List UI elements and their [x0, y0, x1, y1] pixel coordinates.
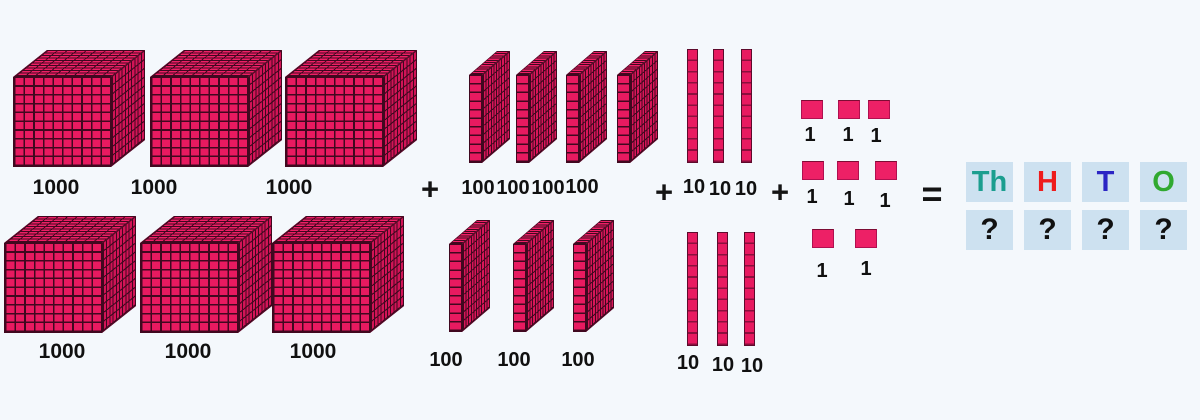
one-label: 1	[804, 124, 816, 146]
place-value-header-cell-tens: T	[1082, 162, 1129, 202]
place-value-header-label: O	[1152, 165, 1175, 198]
hundred-flat	[516, 51, 558, 163]
place-value-answer-cell-hundreds: ?	[1024, 210, 1071, 250]
answer-placeholder: ?	[1154, 213, 1173, 246]
place-value-header-cell-thousands: Th	[966, 162, 1013, 202]
answer-placeholder: ?	[980, 213, 999, 246]
place-value-answer-cell-tens: ?	[1082, 210, 1129, 250]
one-unit	[855, 229, 877, 248]
one-unit	[875, 161, 897, 180]
ten-rod	[687, 232, 698, 346]
thousand-block-front-face	[4, 243, 102, 333]
hundred-label: 100	[429, 349, 463, 371]
ten-label: 10	[682, 176, 706, 198]
one-unit	[802, 161, 824, 180]
place-value-header-label: Th	[971, 165, 1008, 198]
thousand-block	[140, 215, 272, 333]
answer-placeholder: ?	[1096, 213, 1115, 246]
thousand-label: 1000	[164, 340, 212, 363]
one-unit	[868, 100, 890, 119]
ten-rod	[717, 232, 728, 346]
hundred-flat	[573, 220, 615, 332]
thousand-block-front-face	[140, 243, 238, 333]
hundred-flat	[449, 220, 491, 332]
thousand-block	[285, 49, 417, 167]
place-value-header-label: T	[1096, 165, 1115, 198]
place-value-header-label: H	[1037, 165, 1058, 198]
ten-rod	[713, 49, 724, 163]
hundred-label: 100	[565, 176, 599, 198]
hundred-flat-edge-face	[617, 75, 630, 163]
thousand-label: 1000	[32, 176, 80, 199]
hundred-label: 100	[497, 349, 531, 371]
thousand-block	[4, 215, 136, 333]
hundred-flat-edge-face	[566, 75, 579, 163]
hundred-label: 100	[531, 177, 565, 199]
place-value-answer-cell-ones: ?	[1140, 210, 1187, 250]
one-unit	[801, 100, 823, 119]
one-unit	[812, 229, 834, 248]
hundred-flat	[617, 51, 659, 163]
thousand-label: 1000	[265, 176, 313, 199]
answer-placeholder: ?	[1038, 213, 1057, 246]
plus-operator: +	[420, 171, 440, 207]
hundred-flat	[469, 51, 511, 163]
thousand-label: 1000	[130, 176, 178, 199]
ten-label: 10	[711, 354, 735, 376]
hundred-label: 100	[461, 177, 495, 199]
one-label: 1	[816, 260, 828, 282]
hundred-flat-edge-face	[573, 244, 586, 332]
hundred-flat-edge-face	[449, 244, 462, 332]
ten-rod	[744, 232, 755, 346]
ten-label: 10	[734, 178, 758, 200]
ten-rod	[687, 49, 698, 163]
place-value-header-cell-ones: O	[1140, 162, 1187, 202]
one-label: 1	[842, 124, 854, 146]
hundred-flat-edge-face	[469, 75, 482, 163]
thousand-block	[150, 49, 282, 167]
one-label: 1	[870, 125, 882, 147]
equals-operator: =	[921, 173, 943, 214]
thousand-block-front-face	[150, 77, 248, 167]
thousand-block-front-face	[13, 77, 111, 167]
one-label: 1	[860, 258, 872, 280]
thousand-block-front-face	[272, 243, 370, 333]
one-unit	[837, 161, 859, 180]
hundred-flat-edge-face	[516, 75, 529, 163]
thousand-label: 1000	[38, 340, 86, 363]
hundred-flat-edge-face	[513, 244, 526, 332]
thousand-label: 1000	[289, 340, 337, 363]
plus-operator: +	[770, 174, 790, 210]
place-value-header-cell-hundreds: H	[1024, 162, 1071, 202]
ten-rod	[741, 49, 752, 163]
hundred-label: 100	[561, 349, 595, 371]
plus-operator: +	[654, 174, 674, 210]
ten-label: 10	[740, 355, 764, 377]
thousand-block	[272, 215, 404, 333]
one-unit	[838, 100, 860, 119]
one-label: 1	[806, 186, 818, 208]
ten-label: 10	[708, 178, 732, 200]
place-value-answer-cell-thousands: ?	[966, 210, 1013, 250]
one-label: 1	[843, 188, 855, 210]
one-label: 1	[879, 190, 891, 212]
ten-label: 10	[676, 352, 700, 374]
thousand-block-front-face	[285, 77, 383, 167]
thousand-block	[13, 49, 145, 167]
hundred-label: 100	[496, 177, 530, 199]
hundred-flat	[513, 220, 555, 332]
hundred-flat	[566, 51, 608, 163]
